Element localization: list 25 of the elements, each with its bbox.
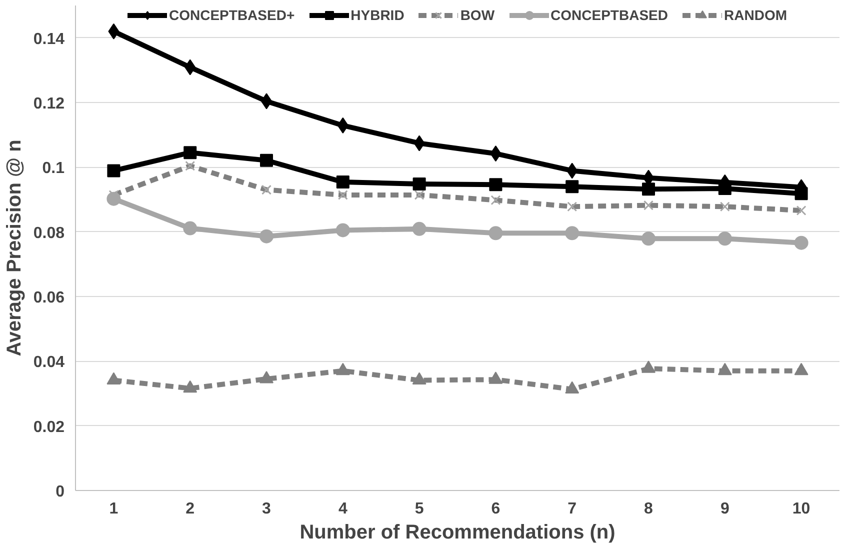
x-tick-label: 5 [414, 500, 424, 518]
legend-label: CONCEPTBASED+ [169, 7, 295, 23]
x-tick-label: 8 [644, 500, 654, 518]
y-tick-label: 0.12 [33, 96, 65, 112]
x-tick-label: 4 [338, 500, 348, 518]
x-tick-label: 9 [720, 500, 730, 518]
x-axis-title: Number of Recommendations (n) [300, 522, 616, 544]
legend-label: BOW [460, 7, 495, 23]
x-tick-label: 6 [491, 500, 500, 518]
x-tick-label: 3 [262, 500, 272, 518]
x-tick-label: 1 [109, 500, 118, 518]
legend-label: HYBRID [350, 7, 404, 23]
legend-label: CONCEPTBASED [550, 7, 668, 23]
y-tick-label: 0 [56, 484, 65, 500]
y-tick-label: 0.1 [42, 160, 65, 178]
legend-label: RANDOM [724, 7, 787, 23]
y-tick-label: 0.08 [33, 224, 65, 242]
y-axis-title: Average Precision @ n [3, 140, 26, 356]
x-tick-label: 2 [186, 500, 195, 518]
y-tick-label: 0.06 [33, 290, 65, 306]
x-tick-label: 10 [792, 500, 810, 518]
x-tick-label: 7 [568, 500, 577, 518]
y-tick-label: 0.02 [33, 418, 65, 436]
y-tick-label: 0.04 [33, 354, 65, 372]
y-tick-label: 0.14 [33, 30, 65, 48]
